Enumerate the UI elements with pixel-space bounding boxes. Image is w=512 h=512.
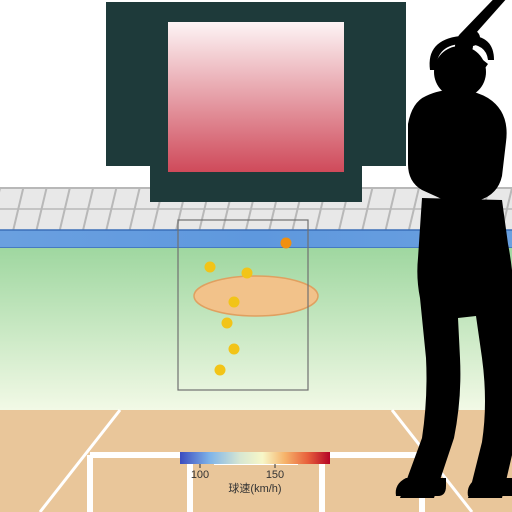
pitch-point xyxy=(222,318,233,329)
legend-tick-label: 150 xyxy=(266,469,284,481)
pitch-location-figure: 100 150球速(km/h) xyxy=(0,0,512,512)
legend-tick-label: 100 xyxy=(191,469,209,481)
legend-axis-label: 球速(km/h) xyxy=(228,481,281,495)
speed-legend-bar xyxy=(180,452,330,464)
pitch-point xyxy=(242,268,253,279)
pitch-point xyxy=(281,238,292,249)
pitch-point xyxy=(229,297,240,308)
pitch-point xyxy=(229,344,240,355)
pitchers-mound xyxy=(194,276,318,316)
pitch-point xyxy=(205,262,216,273)
pitch-point xyxy=(215,365,226,376)
scoreboard-screen xyxy=(168,22,344,172)
